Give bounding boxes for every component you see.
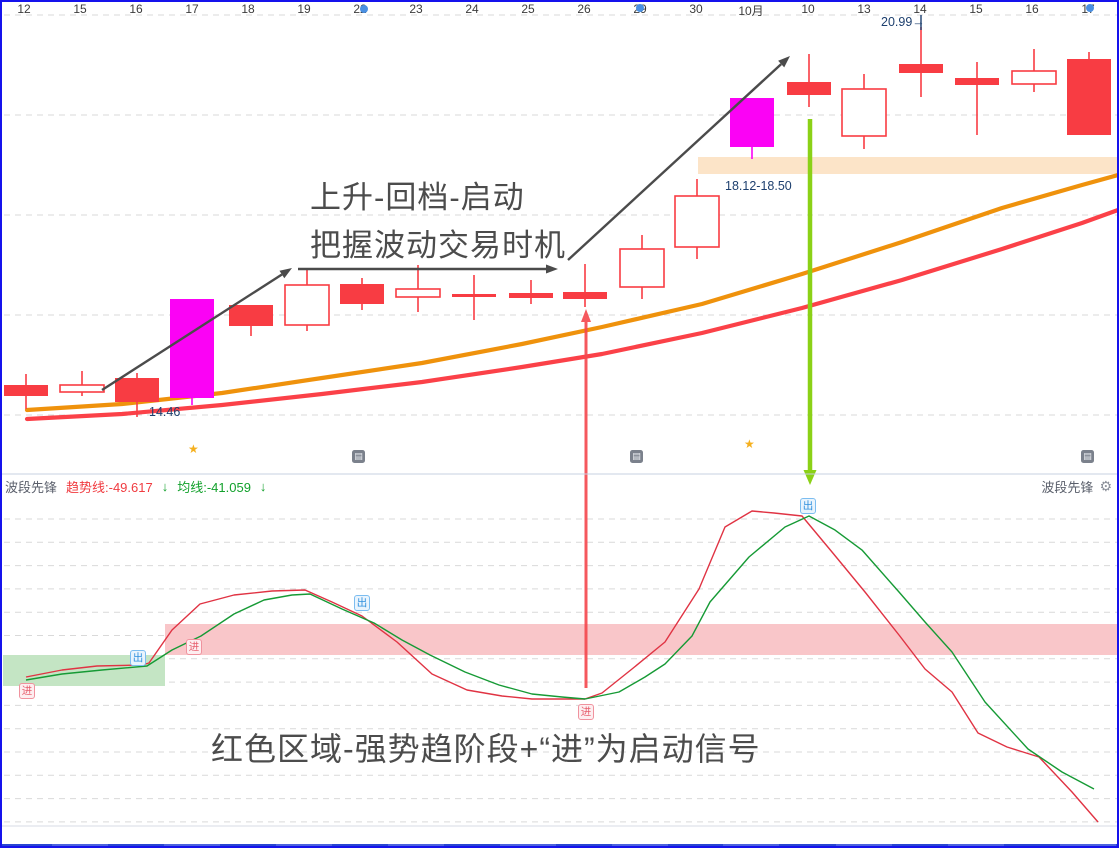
bottom-strip-segment (723, 844, 779, 846)
strong-zone-band (165, 624, 1117, 655)
trend-down-arrow-icon: ↓ (161, 479, 169, 494)
event-marker-icon[interactable]: ▤ (352, 450, 365, 463)
low-price-label: 14.46 (149, 405, 181, 419)
selection-handle[interactable] (1086, 4, 1094, 12)
x-axis-label: 18 (241, 2, 255, 16)
trend-annotation-line1: 上升-回档-启动 (310, 180, 525, 215)
candle-body-hollow (674, 195, 720, 248)
candle-body-solid (170, 299, 214, 398)
x-axis-label: 10月 (738, 4, 764, 18)
x-axis-label: 16 (129, 2, 143, 16)
black-arrow-1-shaft (101, 273, 283, 392)
red-up-arrow-head (581, 309, 591, 322)
black-arrow-3-head (778, 56, 790, 68)
candle-body-solid (899, 64, 943, 73)
x-axis-label: 25 (521, 2, 535, 16)
candle-body-hollow (841, 88, 887, 137)
candle-body-solid (229, 305, 273, 326)
bottom-strip (2, 844, 1117, 846)
x-axis-label: 15 (969, 2, 983, 16)
bottom-strip-segment (836, 844, 892, 846)
bottom-strip-segment (1060, 844, 1116, 846)
x-axis-label: 23 (409, 2, 423, 16)
bottom-strip-segment (612, 844, 668, 846)
candle-body-hollow (1011, 70, 1057, 85)
x-axis-label: 16 (1025, 2, 1039, 16)
candle-body-solid (452, 294, 496, 297)
candle-body-solid (4, 385, 48, 396)
candle-body-solid (115, 378, 159, 402)
x-axis-label: 13 (857, 2, 871, 16)
ma-fast-line (24, 173, 1117, 413)
indicator-avg-value: 均线:-41.059 (177, 480, 251, 495)
indicator-trend-line (25, 510, 1099, 823)
selection-handle[interactable] (636, 4, 644, 12)
black-arrow-3-shaft (567, 63, 782, 261)
x-axis-label: 10 (801, 2, 815, 16)
x-axis-label: 12 (17, 2, 31, 16)
x-axis-label: 17 (185, 2, 199, 16)
indicator-trend-value: 趋势线:-49.617 (66, 480, 153, 495)
avg-down-arrow-icon: ↓ (259, 479, 267, 494)
resistance-band (698, 157, 1117, 174)
bottom-strip-segment (52, 844, 108, 846)
black-arrow-1-head (279, 268, 292, 279)
indicator-name: 波段先锋 (5, 480, 58, 495)
green-down-arrow-head (803, 470, 817, 485)
trend-annotation-line2: 把握波动交易时机 (310, 228, 566, 263)
x-axis-label: 26 (577, 2, 591, 16)
high-price-label: 20.99→ (881, 15, 925, 29)
gear-icon[interactable]: ⚙ (1099, 478, 1112, 494)
star-icon: ★ (744, 437, 755, 451)
indicator-avg-line (25, 515, 1095, 790)
x-axis-label: 14 (913, 2, 927, 16)
indicator-name-right: 波段先锋 (1041, 480, 1094, 495)
sell-signal-badge: 出 (800, 498, 816, 514)
x-axis-label: 15 (73, 2, 87, 16)
x-axis-label: 24 (465, 2, 479, 16)
candle-body-solid (955, 78, 999, 85)
ma-slow-line (24, 208, 1117, 422)
pullback-range-label: 18.12-18.50 (725, 179, 792, 193)
candle-body-solid (509, 293, 553, 298)
sell-signal-badge: 出 (130, 650, 146, 666)
star-icon: ★ (188, 442, 199, 456)
candle-body-solid (730, 98, 774, 147)
black-arrow-2-head (546, 264, 558, 274)
candle-body-solid (340, 284, 384, 304)
candle-body-hollow (284, 284, 330, 326)
candle-body-hollow (395, 288, 441, 298)
event-marker-icon[interactable]: ▤ (1081, 450, 1094, 463)
x-axis-label: 19 (297, 2, 311, 16)
candle-body-solid (1067, 59, 1111, 135)
selection-handle[interactable] (360, 5, 368, 13)
candle-body-solid (787, 82, 831, 95)
candle-body-hollow (59, 384, 105, 393)
bottom-strip-segment (500, 844, 556, 846)
buy-signal-badge: 进 (186, 639, 202, 655)
red-zone-annotation: 红色区域-强势趋阶段+“进”为启动信号 (211, 731, 761, 767)
x-axis-label: 30 (689, 2, 703, 16)
buy-signal-badge: 进 (19, 683, 35, 699)
bottom-strip-segment (388, 844, 444, 846)
bottom-strip-segment (948, 844, 1004, 846)
sell-signal-badge: 出 (354, 595, 370, 611)
candle-body-hollow (619, 248, 665, 288)
indicator-header: 波段先锋 趋势线:-49.617 ↓ 均线:-41.059 ↓ (5, 477, 266, 496)
candle-body-solid (563, 292, 607, 299)
event-marker-icon[interactable]: ▤ (630, 450, 643, 463)
indicator-header-right: 波段先锋 ⚙ (1041, 477, 1112, 496)
buy-signal-badge: 进 (578, 704, 594, 720)
bottom-strip-segment (164, 844, 220, 846)
bottom-strip-segment (276, 844, 332, 846)
